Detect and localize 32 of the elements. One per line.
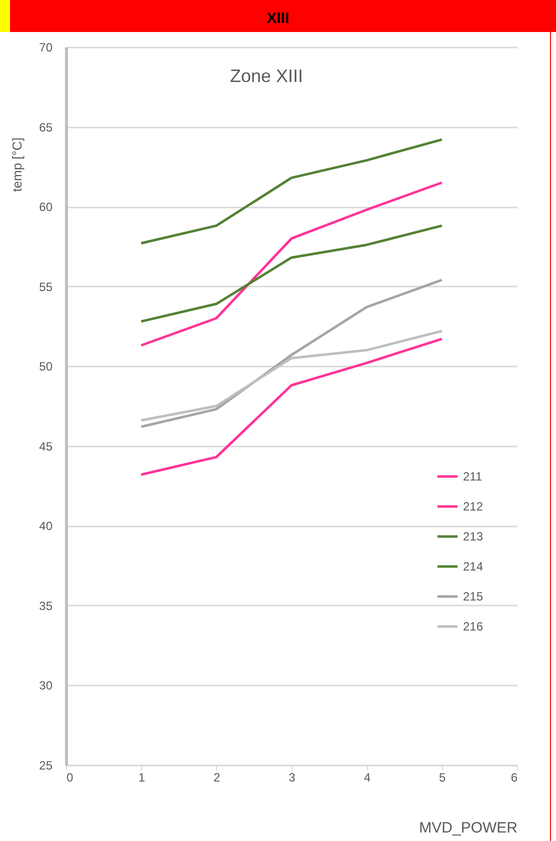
legend-label: 216 bbox=[463, 620, 484, 634]
x-tick-label: 6 bbox=[510, 770, 518, 784]
legend-label: 214 bbox=[463, 560, 484, 574]
y-tick-label: 60 bbox=[39, 200, 53, 214]
x-tick-label: 1 bbox=[138, 770, 146, 784]
y-tick-label: 40 bbox=[39, 519, 53, 534]
line-series bbox=[140, 181, 444, 347]
line-series bbox=[140, 138, 444, 245]
y-tick-label: 50 bbox=[39, 360, 53, 374]
y-tick-label: 30 bbox=[39, 678, 53, 693]
x-tick-label: 2 bbox=[213, 770, 220, 784]
line-series bbox=[140, 224, 444, 323]
line-series bbox=[140, 330, 444, 422]
line-series bbox=[140, 338, 444, 476]
y-tick-label: 55 bbox=[39, 280, 53, 294]
x-tick-label: 4 bbox=[364, 770, 371, 784]
y-tick-label: 35 bbox=[39, 598, 53, 613]
x-tick-label: 3 bbox=[288, 770, 296, 784]
y-tick-label: 70 bbox=[39, 40, 53, 54]
legend-label: 215 bbox=[463, 590, 484, 604]
y-tick-label: 65 bbox=[39, 120, 53, 134]
x-tick-label: 0 bbox=[66, 770, 74, 784]
y-tick-label: 25 bbox=[39, 758, 53, 772]
x-tick-label: 5 bbox=[438, 770, 446, 784]
y-axis-title: temp [°C] bbox=[10, 138, 24, 192]
chart-title: XIII bbox=[0, 0, 556, 32]
x-axis-title: MVD_POWER bbox=[419, 820, 518, 836]
legend-label: 212 bbox=[463, 500, 484, 514]
text: Zone XIII bbox=[230, 66, 304, 86]
y-tick-label: 45 bbox=[39, 439, 53, 454]
legend-label: 211 bbox=[463, 470, 482, 484]
legend-label: 213 bbox=[463, 530, 484, 544]
